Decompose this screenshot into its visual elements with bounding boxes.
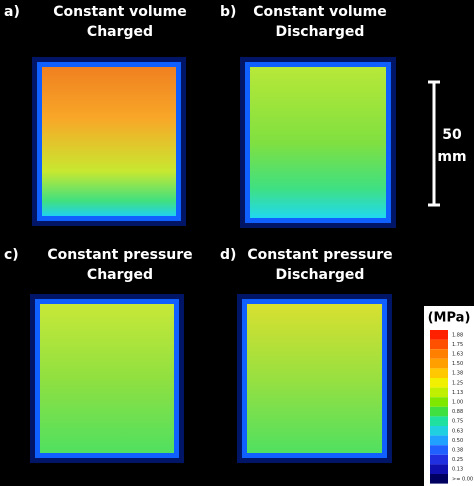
scale-value: 50 xyxy=(442,127,462,143)
colorbar-swatch xyxy=(430,426,448,436)
pressure-map xyxy=(250,67,386,218)
colorbar-label: 1.50 xyxy=(452,361,463,367)
colorbar-label: >= 0.00 xyxy=(452,476,473,482)
panel-title: Constant volume xyxy=(53,4,186,20)
panel-letter: d) xyxy=(220,247,236,263)
panel-letter: c) xyxy=(4,247,19,263)
colorbar-label: 0.38 xyxy=(452,448,463,454)
colorbar-swatch xyxy=(430,416,448,426)
panel-title: Constant pressure xyxy=(47,247,192,263)
colorbar-label: 1.00 xyxy=(452,400,463,406)
colorbar-label: 0.25 xyxy=(452,457,463,463)
pressure-map xyxy=(40,304,174,453)
scale-unit: mm xyxy=(437,149,466,165)
panel-subtitle: Charged xyxy=(87,267,153,283)
colorbar-swatch xyxy=(430,358,448,369)
colorbar-swatch xyxy=(430,454,448,465)
colorbar-swatch xyxy=(430,378,448,388)
colorbar-swatch xyxy=(430,445,448,455)
panel-subtitle: Discharged xyxy=(276,24,365,40)
colorbar-label: 0.50 xyxy=(452,438,463,444)
colorbar-swatch xyxy=(430,339,448,350)
colorbar-label: 0.75 xyxy=(452,419,463,425)
colorbar-unit: (MPa) xyxy=(428,311,471,326)
pressure-map xyxy=(42,67,176,216)
colorbar-label: 1.13 xyxy=(452,390,463,396)
colorbar-swatch xyxy=(430,435,448,446)
colorbar-swatch xyxy=(430,349,448,359)
pressure-map xyxy=(247,304,382,453)
colorbar-label: 1.75 xyxy=(452,342,463,348)
colorbar-swatch xyxy=(430,474,448,484)
panel-subtitle: Charged xyxy=(87,24,153,40)
colorbar-swatch xyxy=(430,387,448,398)
colorbar-swatch xyxy=(430,464,448,474)
colorbar-label: 0.63 xyxy=(452,428,463,434)
colorbar-swatch xyxy=(430,368,448,378)
panel-letter: a) xyxy=(4,4,20,20)
colorbar-swatch xyxy=(430,397,448,407)
panel-letter: b) xyxy=(220,4,236,20)
colorbar-swatch xyxy=(430,406,448,417)
scale-bar xyxy=(428,80,440,207)
colorbar-label: 1.38 xyxy=(452,371,463,377)
panel-title: Constant pressure xyxy=(247,247,392,263)
colorbar-label: 0.13 xyxy=(452,467,463,473)
colorbar-label: 1.63 xyxy=(452,352,463,358)
panel-subtitle: Discharged xyxy=(276,267,365,283)
colorbar-label: 0.88 xyxy=(452,409,463,415)
colorbar-swatch xyxy=(430,330,448,340)
colorbar-label: 1.25 xyxy=(452,380,463,386)
panel-title: Constant volume xyxy=(253,4,386,20)
content: a) Constant volume Charged b) Constant volum… xyxy=(4,4,396,463)
colorbar-label: 1.88 xyxy=(452,332,463,338)
